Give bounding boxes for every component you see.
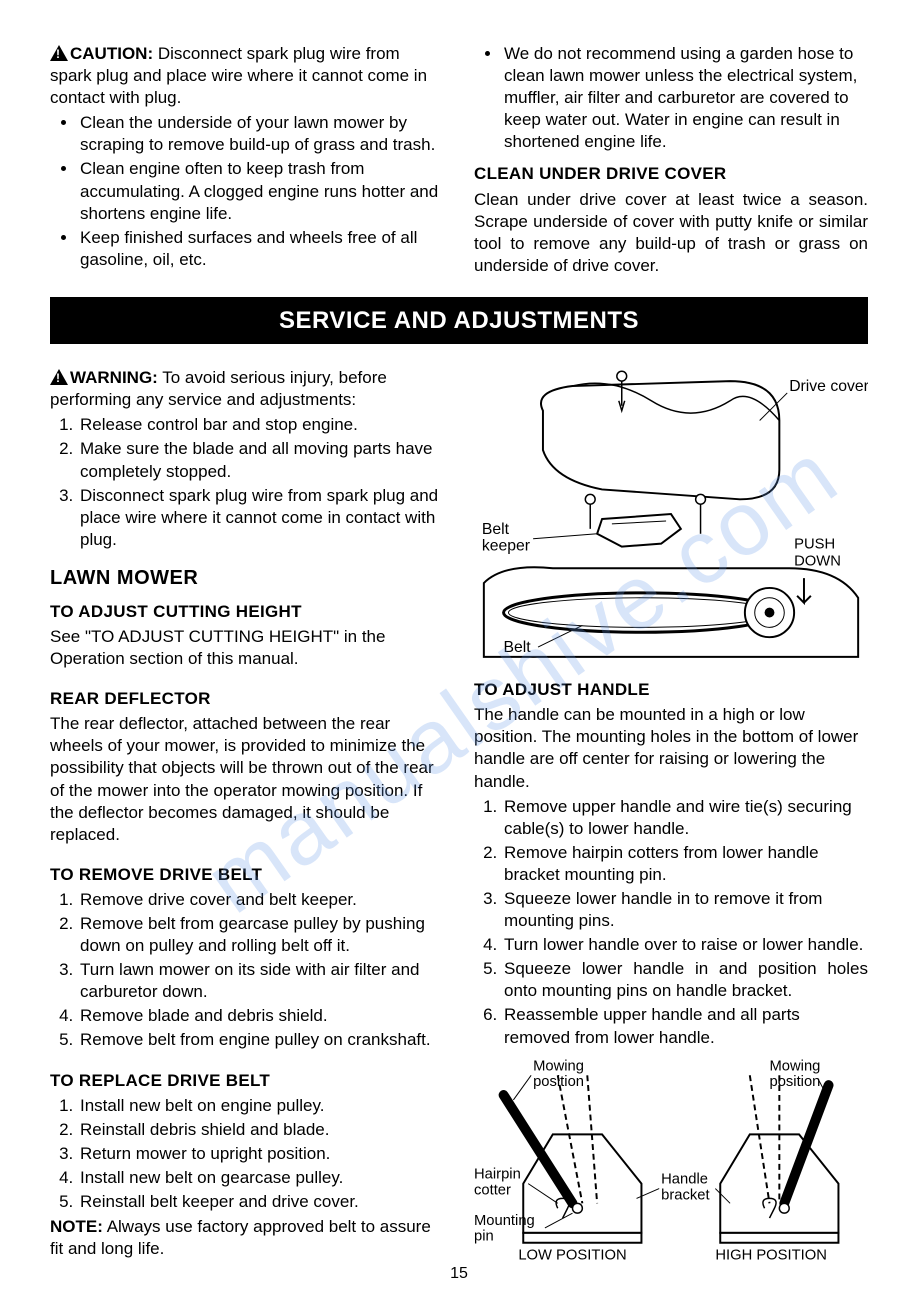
page-number: 15 bbox=[50, 1264, 868, 1285]
main-col-right: Drive cover Belt keeper PUSH DOWN Belt T… bbox=[474, 364, 868, 1264]
warning-list: Release control bar and stop engine. Mak… bbox=[78, 414, 444, 551]
list-item: Remove drive cover and belt keeper. bbox=[78, 889, 444, 911]
top-col-right: We do not recommend using a garden hose … bbox=[474, 40, 868, 277]
list-item: Remove belt from gearcase pulley by push… bbox=[78, 913, 444, 957]
list-item: Squeeze lower handle in to remove it fro… bbox=[502, 888, 868, 932]
list-item: Release control bar and stop engine. bbox=[78, 414, 444, 436]
list-item: Clean the underside of your lawn mower b… bbox=[78, 112, 444, 156]
note-paragraph: NOTE: Always use factory approved belt t… bbox=[50, 1216, 444, 1260]
svg-text:Hairpin: Hairpin bbox=[474, 1166, 521, 1182]
adjust-height-heading: TO ADJUST CUTTING HEIGHT bbox=[50, 601, 444, 623]
hose-bullets: We do not recommend using a garden hose … bbox=[502, 43, 868, 153]
label-belt: Belt bbox=[504, 639, 532, 656]
caution-bullets: Clean the underside of your lawn mower b… bbox=[78, 112, 444, 271]
svg-text:pin: pin bbox=[474, 1228, 494, 1244]
list-item: Clean engine often to keep trash from ac… bbox=[78, 158, 444, 224]
caution-label: CAUTION: bbox=[70, 44, 153, 63]
svg-text:cotter: cotter bbox=[474, 1182, 511, 1198]
top-section: CAUTION: Disconnect spark plug wire from… bbox=[50, 40, 868, 277]
warning-paragraph: WARNING: To avoid serious injury, before… bbox=[50, 367, 444, 411]
rear-deflector-text: The rear deflector, attached between the… bbox=[50, 713, 444, 846]
main-col-left: WARNING: To avoid serious injury, before… bbox=[50, 364, 444, 1264]
list-item: Squeeze lower handle in and position hol… bbox=[502, 958, 868, 1002]
svg-text:DOWN: DOWN bbox=[794, 553, 841, 569]
drive-cover-svg: Drive cover Belt keeper PUSH DOWN Belt bbox=[474, 369, 868, 669]
note-text: Always use factory approved belt to assu… bbox=[50, 1217, 431, 1258]
list-item: Turn lawn mower on its side with air fil… bbox=[78, 959, 444, 1003]
svg-text:position: position bbox=[533, 1074, 584, 1090]
adjust-handle-heading: TO ADJUST HANDLE bbox=[474, 679, 868, 701]
warning-icon bbox=[50, 369, 68, 385]
replace-belt-list: Install new belt on engine pulley. Reins… bbox=[78, 1095, 444, 1213]
main-section: WARNING: To avoid serious injury, before… bbox=[50, 364, 868, 1264]
handle-position-svg: Mowing position Mowing posi bbox=[474, 1054, 868, 1264]
handle-position-diagram: Mowing position Mowing posi bbox=[474, 1054, 868, 1264]
list-item: Install new belt on gearcase pulley. bbox=[78, 1167, 444, 1189]
label-high-position: HIGH POSITION bbox=[715, 1247, 827, 1263]
lawn-mower-heading: LAWN MOWER bbox=[50, 565, 444, 591]
list-item: Make sure the blade and all moving parts… bbox=[78, 438, 444, 482]
note-label: NOTE: bbox=[50, 1217, 103, 1236]
list-item: Turn lower handle over to raise or lower… bbox=[502, 934, 868, 956]
list-item: Remove upper handle and wire tie(s) secu… bbox=[502, 796, 868, 840]
caution-paragraph: CAUTION: Disconnect spark plug wire from… bbox=[50, 43, 444, 109]
list-item: Remove belt from engine pulley on cranks… bbox=[78, 1029, 444, 1051]
remove-belt-list: Remove drive cover and belt keeper. Remo… bbox=[78, 889, 444, 1052]
caution-icon bbox=[50, 45, 68, 61]
drive-cover-diagram: Drive cover Belt keeper PUSH DOWN Belt bbox=[474, 369, 868, 669]
svg-text:Mowing: Mowing bbox=[533, 1058, 584, 1074]
svg-text:bracket: bracket bbox=[661, 1187, 709, 1203]
adjust-handle-list: Remove upper handle and wire tie(s) secu… bbox=[502, 796, 868, 1049]
list-item: Remove hairpin cotters from lower handle… bbox=[502, 842, 868, 886]
replace-belt-heading: TO REPLACE DRIVE BELT bbox=[50, 1070, 444, 1092]
list-item: Reassemble upper handle and all parts re… bbox=[502, 1004, 868, 1048]
svg-text:Belt: Belt bbox=[482, 521, 510, 538]
list-item: We do not recommend using a garden hose … bbox=[502, 43, 868, 153]
list-item: Reinstall debris shield and blade. bbox=[78, 1119, 444, 1141]
service-banner: SERVICE AND ADJUSTMENTS bbox=[50, 297, 868, 344]
svg-text:keeper: keeper bbox=[482, 538, 530, 555]
svg-text:Mowing: Mowing bbox=[770, 1058, 821, 1074]
list-item: Disconnect spark plug wire from spark pl… bbox=[78, 485, 444, 551]
label-drive-cover: Drive cover bbox=[789, 378, 868, 395]
rear-deflector-heading: REAR DEFLECTOR bbox=[50, 688, 444, 710]
adjust-height-text: See "TO ADJUST CUTTING HEIGHT" in the Op… bbox=[50, 626, 444, 670]
top-col-left: CAUTION: Disconnect spark plug wire from… bbox=[50, 40, 444, 277]
warning-label: WARNING: bbox=[70, 368, 158, 387]
svg-text:position: position bbox=[770, 1074, 821, 1090]
list-item: Remove blade and debris shield. bbox=[78, 1005, 444, 1027]
list-item: Return mower to upright position. bbox=[78, 1143, 444, 1165]
adjust-handle-text: The handle can be mounted in a high or l… bbox=[474, 704, 868, 792]
svg-text:Handle: Handle bbox=[661, 1171, 708, 1187]
label-low-position: LOW POSITION bbox=[518, 1247, 626, 1263]
clean-cover-text: Clean under drive cover at least twice a… bbox=[474, 189, 868, 277]
svg-text:PUSH: PUSH bbox=[794, 537, 835, 553]
list-item: Reinstall belt keeper and drive cover. bbox=[78, 1191, 444, 1213]
list-item: Install new belt on engine pulley. bbox=[78, 1095, 444, 1117]
list-item: Keep finished surfaces and wheels free o… bbox=[78, 227, 444, 271]
remove-belt-heading: TO REMOVE DRIVE BELT bbox=[50, 864, 444, 886]
clean-cover-heading: CLEAN UNDER DRIVE COVER bbox=[474, 163, 868, 185]
svg-text:Mounting: Mounting bbox=[474, 1213, 535, 1229]
